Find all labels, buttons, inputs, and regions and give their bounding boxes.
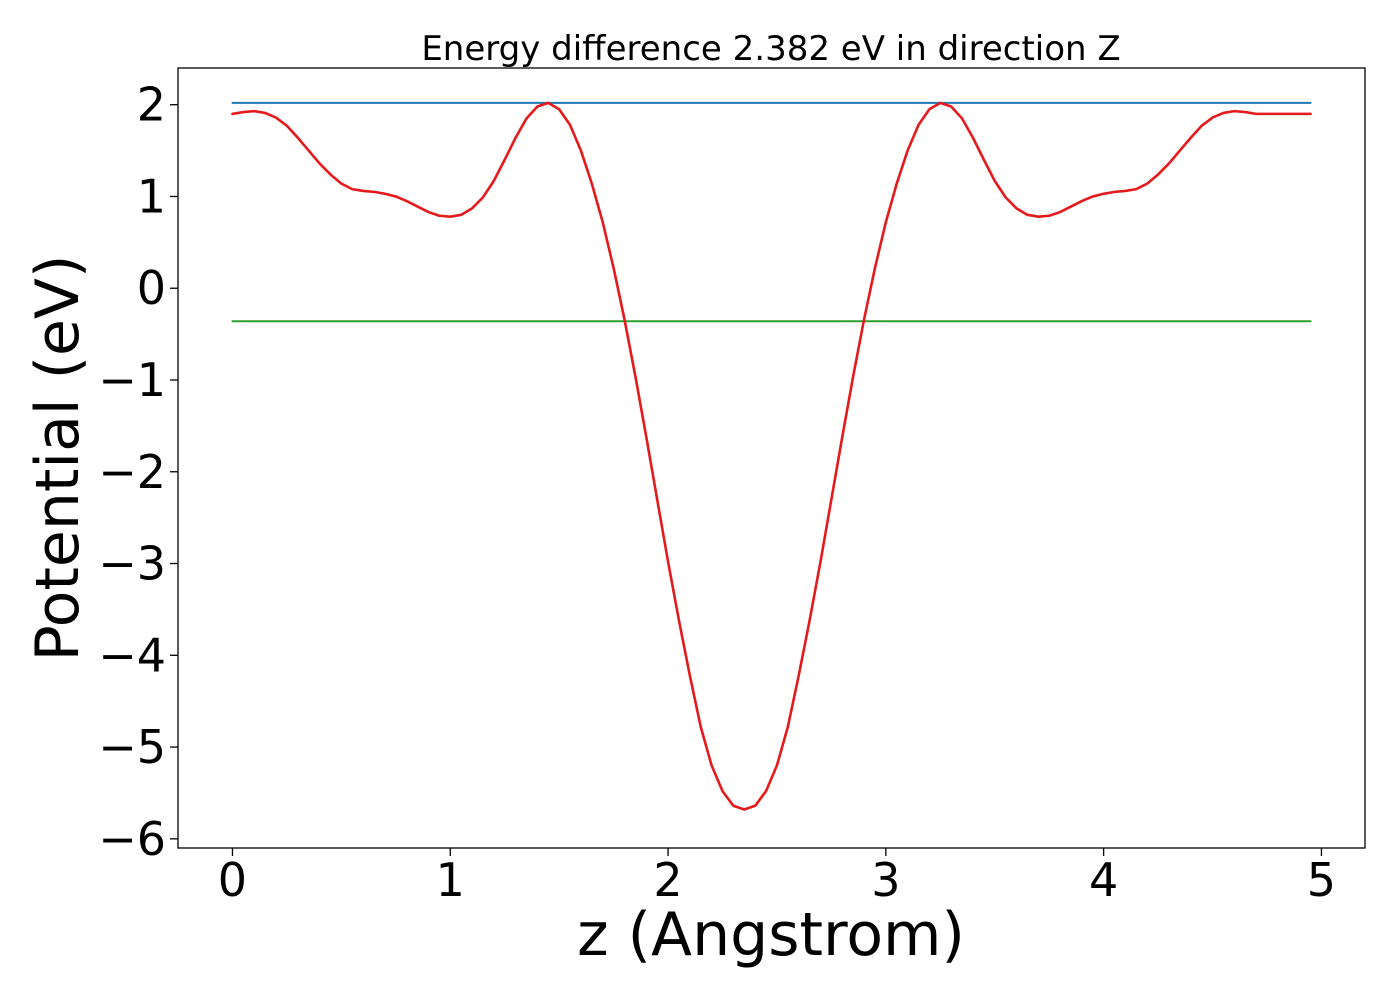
x-tick-label: 4 bbox=[1089, 853, 1118, 907]
y-tick-label: −4 bbox=[98, 628, 166, 682]
series-line-3 bbox=[231, 101, 1312, 811]
x-tick-label: 3 bbox=[871, 853, 900, 907]
y-tick-label: 0 bbox=[137, 261, 166, 315]
y-tick-label: −6 bbox=[98, 812, 166, 866]
x-tick-label: 5 bbox=[1307, 853, 1336, 907]
y-tick-label: −2 bbox=[98, 445, 166, 499]
y-tick-label: 1 bbox=[137, 169, 166, 223]
x-tick-label: 0 bbox=[218, 853, 247, 907]
series-layer bbox=[231, 101, 1312, 811]
x-axis-ticks: 0 1 2 3 4 5 bbox=[218, 848, 1336, 907]
y-axis-ticks: 2 1 0 −1 −2 −3 −4 −5 −6 bbox=[98, 78, 178, 866]
chart-title: Energy difference 2.382 eV in direction … bbox=[421, 29, 1120, 69]
y-tick-label: −3 bbox=[98, 537, 166, 591]
x-axis-label: z (Angstrom) bbox=[577, 900, 965, 970]
y-tick-label: 2 bbox=[137, 78, 166, 132]
plot-area bbox=[177, 67, 1366, 849]
x-tick-label: 2 bbox=[653, 853, 682, 907]
plot-frame bbox=[177, 67, 1366, 849]
y-axis-label: Potential (eV) bbox=[23, 255, 93, 662]
y-tick-label: −1 bbox=[98, 353, 166, 407]
y-tick-label: −5 bbox=[98, 720, 166, 774]
x-tick-label: 1 bbox=[436, 853, 465, 907]
